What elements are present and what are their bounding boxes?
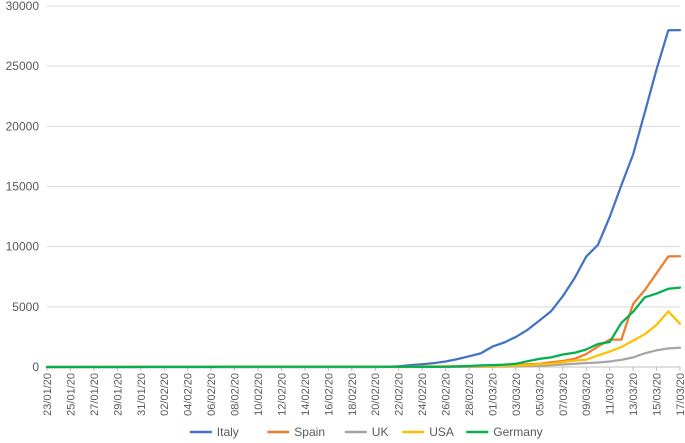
x-tick-label: 04/02/20 xyxy=(183,373,195,416)
x-tick-label: 22/02/20 xyxy=(394,373,406,416)
x-tick-label: 03/03/20 xyxy=(511,373,523,416)
series-line-usa xyxy=(45,310,682,369)
y-tick-label: 15000 xyxy=(6,180,40,194)
x-tick-label: 29/01/20 xyxy=(112,373,124,416)
x-tick-label: 20/02/20 xyxy=(370,373,382,416)
x-tick-label: 25/01/20 xyxy=(65,373,77,416)
x-tick-label: 26/02/20 xyxy=(441,373,453,416)
x-tick-label: 16/02/20 xyxy=(323,373,335,416)
legend-label: Spain xyxy=(294,425,325,439)
y-tick-label: 25000 xyxy=(6,59,40,73)
legend-item-germany: Germany xyxy=(466,425,543,439)
y-tick-label: 30000 xyxy=(6,0,40,13)
x-tick-label: 08/02/20 xyxy=(230,373,242,416)
x-tick-label: 06/02/20 xyxy=(206,373,218,416)
x-tick-label: 11/03/20 xyxy=(605,373,617,415)
x-tick-label: 31/01/20 xyxy=(136,373,148,416)
x-axis-tick-labels: 23/01/20 25/01/20 27/01/20 29/01/20 31/01/20… xyxy=(42,367,685,416)
x-tick-label: 10/02/20 xyxy=(253,373,265,416)
x-tick-label: 02/02/20 xyxy=(159,373,171,416)
x-tick-label: 27/01/20 xyxy=(89,373,101,416)
series-line-germany xyxy=(45,286,682,369)
legend-label: Germany xyxy=(493,425,542,439)
series-lines xyxy=(45,28,682,369)
x-tick-label: 13/03/20 xyxy=(628,373,640,416)
x-tick-label: 09/03/20 xyxy=(581,373,593,416)
y-tick-label: 20000 xyxy=(6,119,40,133)
gridlines xyxy=(47,5,680,368)
x-tick-label: 17/03/20 xyxy=(675,373,685,416)
x-tick-label: 15/03/20 xyxy=(652,373,664,416)
legend-item-uk: UK xyxy=(344,425,389,439)
y-tick-label: 10000 xyxy=(6,240,40,254)
series-line-italy xyxy=(45,28,682,369)
legend-label: Italy xyxy=(217,425,239,439)
legend-label: USA xyxy=(429,425,454,439)
x-tick-label: 23/01/20 xyxy=(42,373,54,416)
x-tick-label: 07/03/20 xyxy=(558,373,570,416)
x-tick-label: 18/02/20 xyxy=(347,373,359,416)
x-tick-label: 05/03/20 xyxy=(534,373,546,416)
x-tick-label: 12/02/20 xyxy=(276,373,288,416)
x-tick-label: 28/02/20 xyxy=(464,373,476,416)
x-tick-label: 14/02/20 xyxy=(300,373,312,416)
legend: Italy Spain UK USA Germany xyxy=(189,425,543,439)
legend-item-italy: Italy xyxy=(189,425,239,439)
y-tick-label: 0 xyxy=(32,360,39,374)
legend-item-usa: USA xyxy=(402,425,454,439)
y-tick-label: 5000 xyxy=(12,300,39,314)
x-tick-label: 01/03/20 xyxy=(487,373,499,416)
legend-item-spain: Spain xyxy=(267,425,325,439)
y-axis-tick-labels: 0 5000 10000 15000 20000 25000 30000 xyxy=(6,0,40,374)
x-tick-label: 24/02/20 xyxy=(417,373,429,416)
legend-label: UK xyxy=(372,425,389,439)
